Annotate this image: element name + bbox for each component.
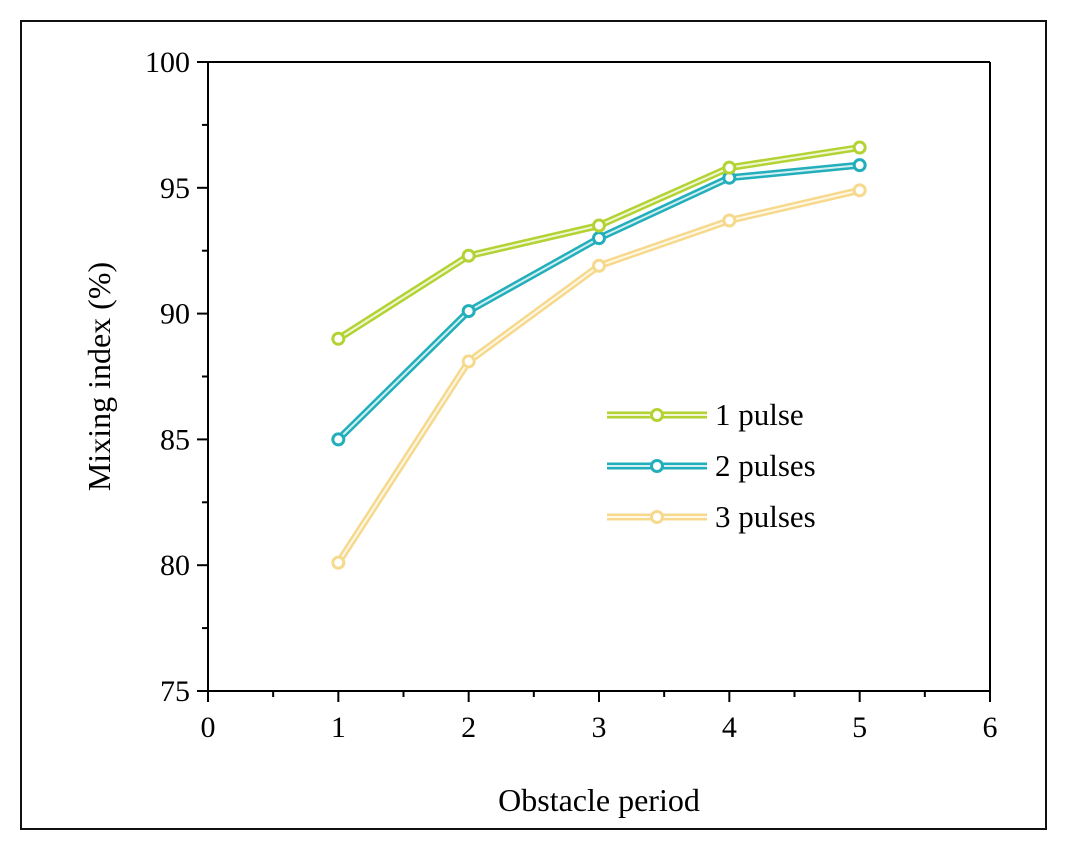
data-point: [461, 304, 476, 319]
legend-label: 3 pulses: [715, 499, 816, 534]
legend-item: 2 pulses: [607, 448, 816, 483]
x-tick-label: 6: [983, 711, 998, 744]
data-point: [592, 231, 606, 246]
data-point: [331, 555, 346, 570]
data-point: [852, 140, 867, 155]
y-tick-label: 90: [160, 298, 190, 331]
x-tick-label: 1: [331, 711, 346, 744]
legend-item: 3 pulses: [607, 499, 816, 534]
y-axis-label: Mixing index (%): [81, 262, 117, 491]
x-tick-label: 0: [201, 711, 216, 744]
x-tick-label: 3: [592, 711, 607, 744]
data-point: [852, 183, 867, 198]
x-axis-label: Obstacle period: [498, 782, 700, 818]
y-tick-label: 100: [145, 46, 190, 79]
legend: 1 pulse 2 pulses 3 pulses: [607, 397, 816, 534]
data-point: [592, 218, 606, 233]
legend-marker: [650, 510, 664, 524]
x-tick-label: 2: [461, 711, 476, 744]
legend-marker: [650, 459, 664, 473]
legend-label: 2 pulses: [715, 448, 816, 483]
data-point: [461, 248, 476, 263]
y-tick-label: 75: [160, 675, 190, 708]
y-tick-label: 80: [160, 549, 190, 582]
x-tick-label: 5: [852, 711, 867, 744]
data-point: [722, 160, 737, 175]
data-point: [461, 354, 476, 369]
x-tick-label: 4: [722, 711, 737, 744]
y-tick-label: 95: [160, 172, 190, 205]
data-point: [722, 213, 737, 228]
legend-label: 1 pulse: [715, 397, 804, 432]
legend-marker: [650, 408, 664, 422]
data-point: [592, 258, 606, 273]
y-tick-label: 85: [160, 423, 190, 456]
plot-area: 0 1 2 3 4 5 6 75 80 85 90 95 100: [145, 46, 998, 744]
data-point: [331, 331, 346, 346]
data-point: [852, 158, 867, 173]
legend-item: 1 pulse: [607, 397, 804, 432]
data-point: [331, 432, 346, 447]
